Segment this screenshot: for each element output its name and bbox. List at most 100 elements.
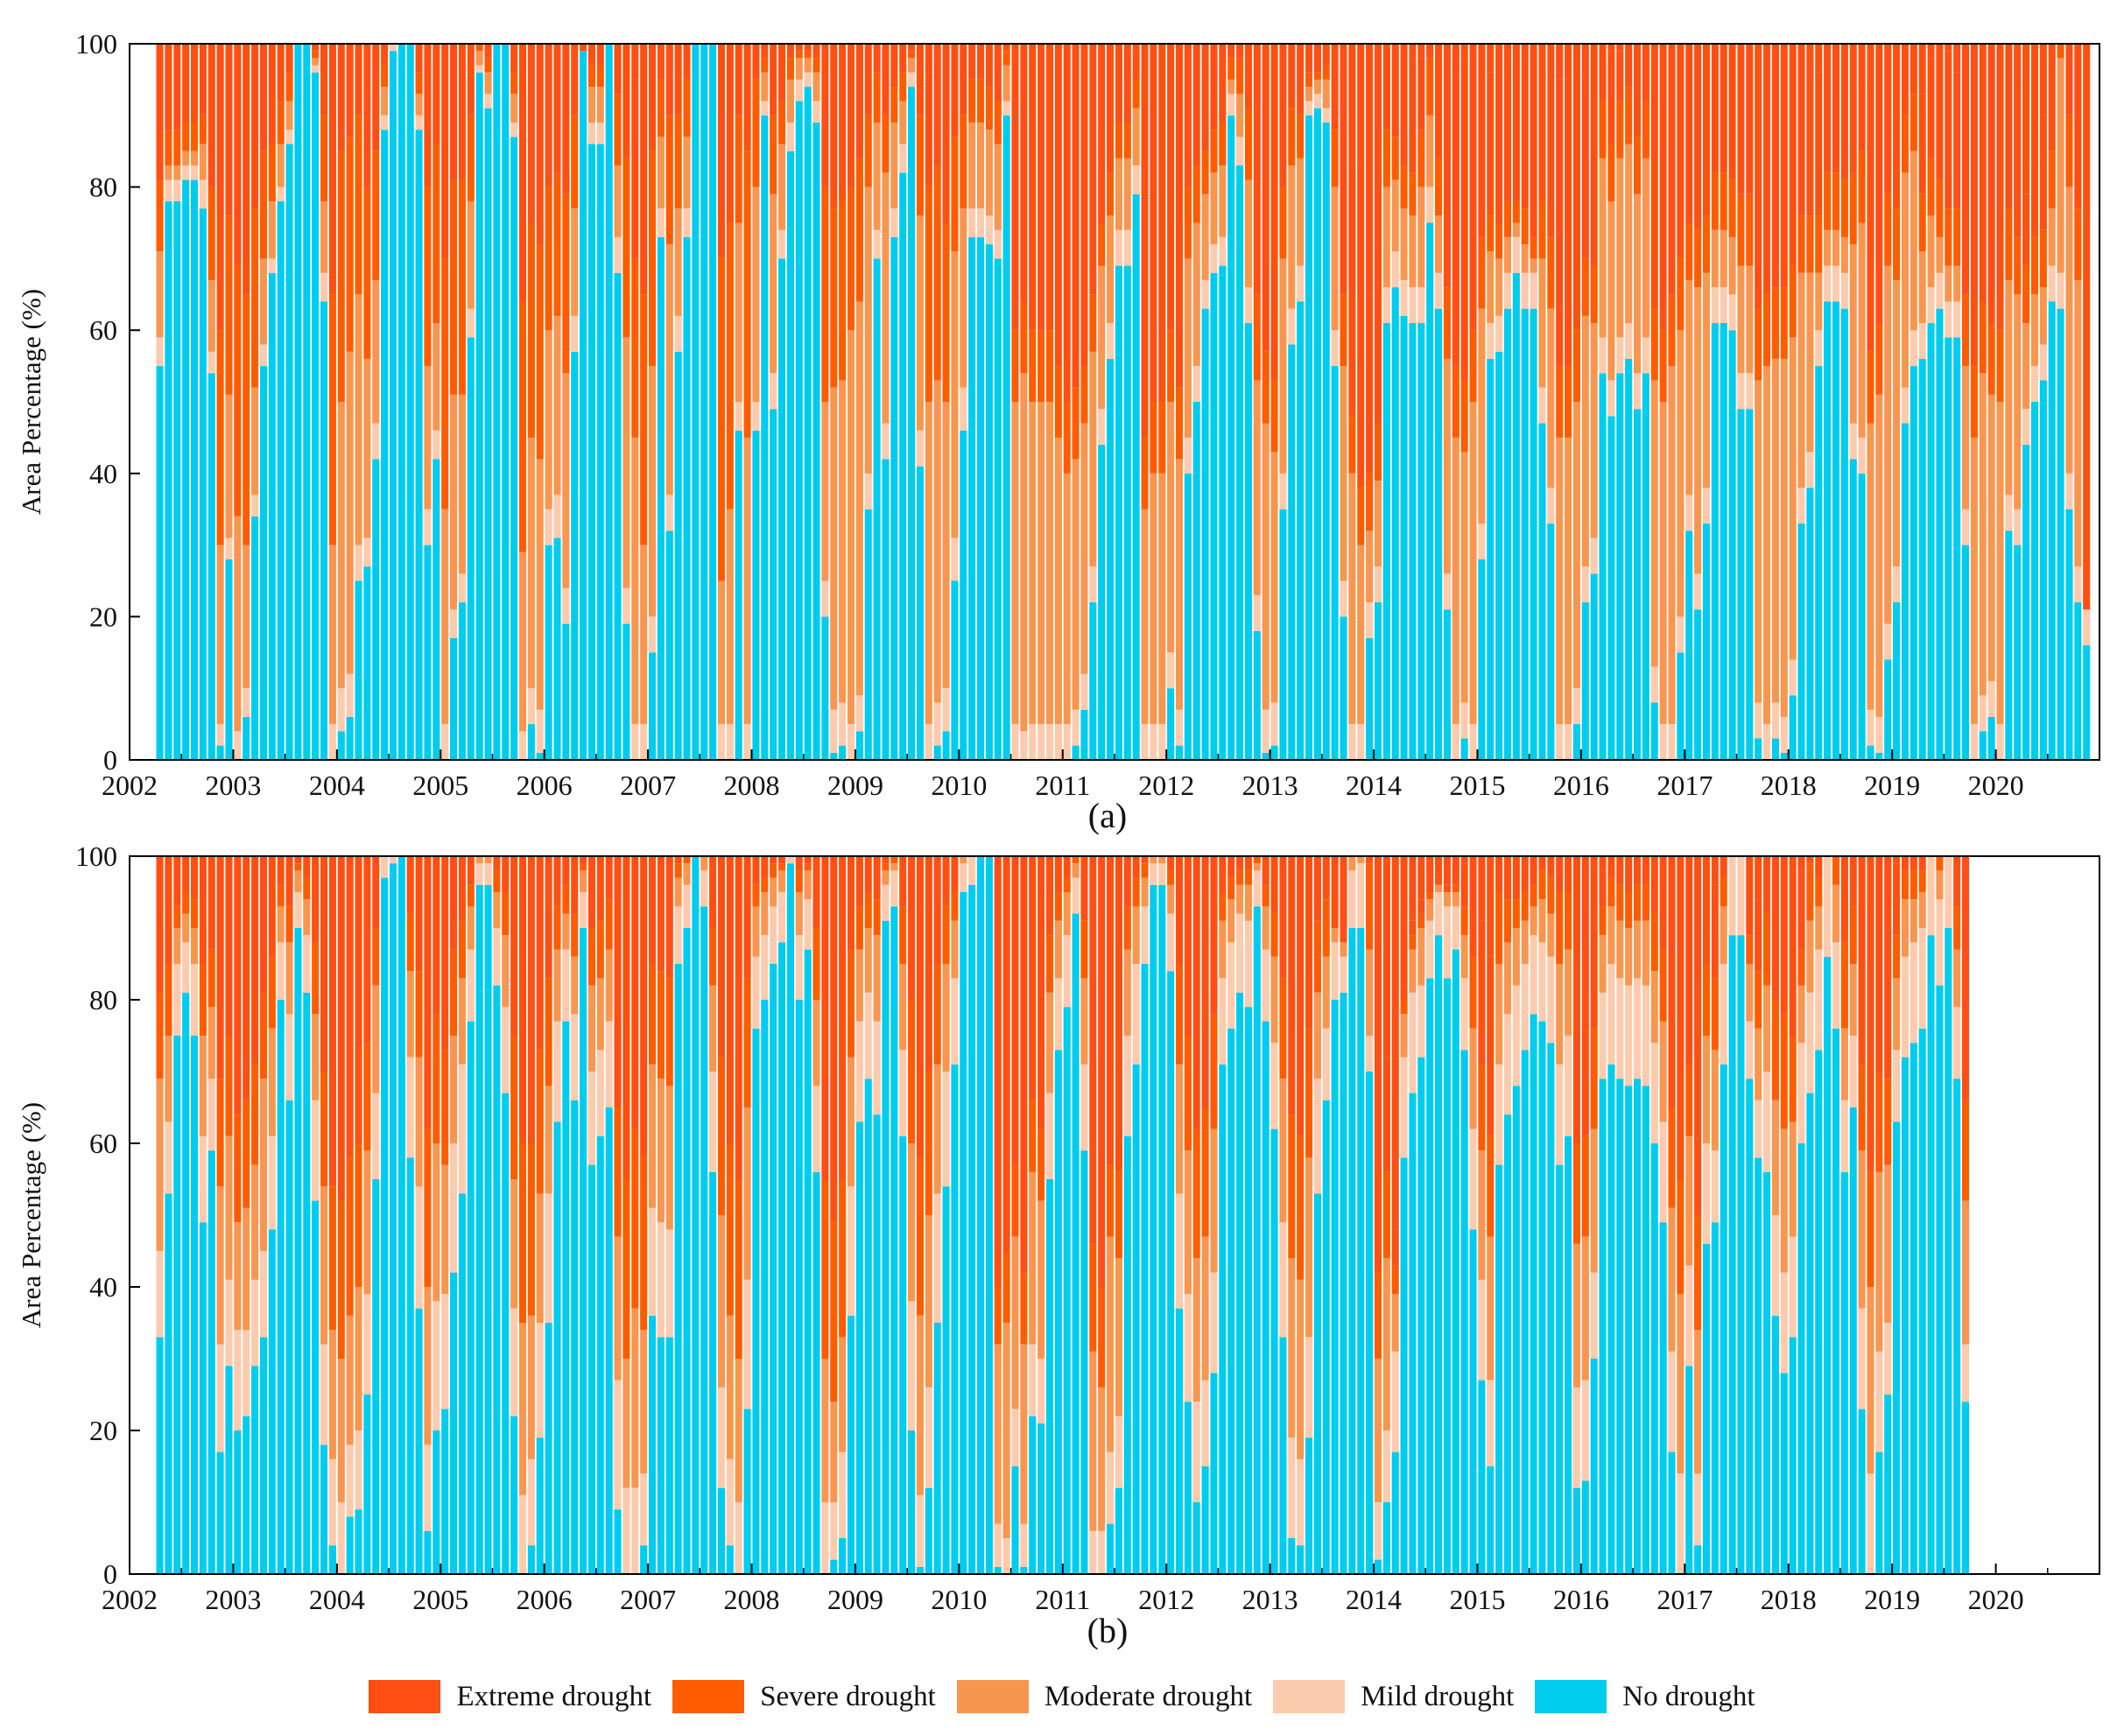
bar-segment [1547, 524, 1555, 760]
bar-segment [1089, 566, 1097, 603]
bar-segment [1426, 44, 1434, 59]
bar-segment [1512, 985, 1520, 1086]
bar-segment [873, 229, 881, 259]
bar-segment [726, 856, 734, 1143]
bar-segment [1737, 409, 1745, 760]
bar-segment [1192, 366, 1200, 402]
bar-segment [1512, 200, 1520, 223]
bar-segment [1996, 44, 2004, 331]
bar-segment [622, 856, 630, 1179]
bar-segment [882, 863, 890, 871]
bar-segment [1746, 409, 1754, 760]
bar-segment [346, 1315, 354, 1445]
bar-segment [726, 1545, 734, 1574]
bar-segment [553, 315, 561, 495]
bar-segment [1322, 79, 1330, 109]
bar-segment [1123, 1135, 1131, 1574]
bar-segment [1789, 856, 1797, 1036]
bar-segment [294, 856, 302, 864]
bar-segment [1771, 738, 1779, 760]
bar-segment [1581, 315, 1589, 567]
bar-segment [346, 673, 354, 717]
bar-segment [484, 94, 492, 109]
bar-segment [976, 122, 985, 209]
bar-segment [182, 179, 190, 761]
bar-segment [1642, 856, 1649, 885]
bar-segment [1158, 856, 1166, 864]
bar-segment [1417, 323, 1425, 760]
bar-segment [363, 1294, 371, 1395]
bar-segment [1348, 856, 1356, 871]
bar-segment [726, 222, 734, 510]
bar-segment [1961, 509, 1970, 545]
bar-segment [207, 279, 215, 352]
bar-segment [778, 892, 786, 943]
bar-segment [1711, 229, 1719, 288]
bar-segment [165, 856, 172, 964]
bar-segment [1072, 387, 1080, 460]
bar-segment [994, 1523, 1002, 1567]
bar-segment [1435, 935, 1443, 1574]
bar-segment [1893, 863, 1901, 936]
bar-segment [424, 1444, 432, 1531]
bar-segment [216, 545, 224, 725]
bar-segment [761, 44, 769, 59]
bar-segment [225, 1036, 233, 1136]
bar-segment [1020, 731, 1028, 760]
bar-segment [812, 1000, 820, 1086]
bar-segment [1789, 1121, 1797, 1237]
bar-segment [1746, 856, 1754, 892]
bar-segment [994, 1344, 1002, 1524]
bar-segment [1426, 899, 1434, 921]
bar-segment [1132, 108, 1140, 166]
bar-segment [424, 1128, 432, 1287]
bar-segment [372, 928, 380, 986]
bar-segment [1840, 942, 1848, 1029]
bar-segment [1141, 964, 1149, 1574]
bar-segment [1305, 72, 1313, 88]
bar-segment [207, 1079, 215, 1151]
bar-segment [821, 856, 829, 1179]
bar-segment [1702, 1143, 1711, 1244]
bar-segment [761, 101, 769, 116]
bar-segment [337, 1359, 345, 1502]
bar-segment [1893, 566, 1901, 603]
bar-segment [527, 1545, 535, 1574]
bar-segment [433, 1014, 440, 1143]
bar-segment [467, 949, 475, 1022]
bar-segment [1184, 1402, 1192, 1574]
bar-segment [960, 115, 967, 209]
bar-segment [553, 906, 561, 950]
bar-segment [1132, 856, 1140, 878]
bar-segment [1849, 244, 1857, 424]
bar-segment [1581, 856, 1589, 1136]
bar-segment [873, 1021, 881, 1115]
bar-segment [942, 1072, 950, 1187]
bar-segment [1858, 1308, 1866, 1409]
bar-segment [199, 115, 207, 144]
bar-segment [415, 1057, 423, 1187]
bar-segment [1780, 1373, 1788, 1574]
bar-segment [1115, 158, 1122, 230]
x-tick-label: 2011 [1035, 770, 1090, 801]
x-tick-label: 2020 [1968, 1584, 2024, 1615]
bar-segment [1305, 115, 1313, 761]
bar-segment [795, 58, 803, 80]
bar-segment [1452, 906, 1459, 950]
bar-segment [1340, 44, 1347, 295]
bar-segment [657, 1079, 665, 1223]
bar-segment [657, 208, 665, 237]
bar-segment [1297, 115, 1305, 158]
bar-segment [1452, 856, 1459, 878]
bar-segment [363, 186, 371, 359]
bar-segment [1530, 44, 1537, 237]
bar-segment [1123, 229, 1131, 266]
bar-segment [1840, 308, 1848, 760]
bar-segment [381, 115, 389, 130]
bar-segment [251, 1064, 259, 1165]
bar-segment [1107, 172, 1115, 216]
bar-segment [1503, 856, 1512, 900]
bar-segment [285, 1100, 293, 1574]
bar-segment [882, 920, 890, 1574]
